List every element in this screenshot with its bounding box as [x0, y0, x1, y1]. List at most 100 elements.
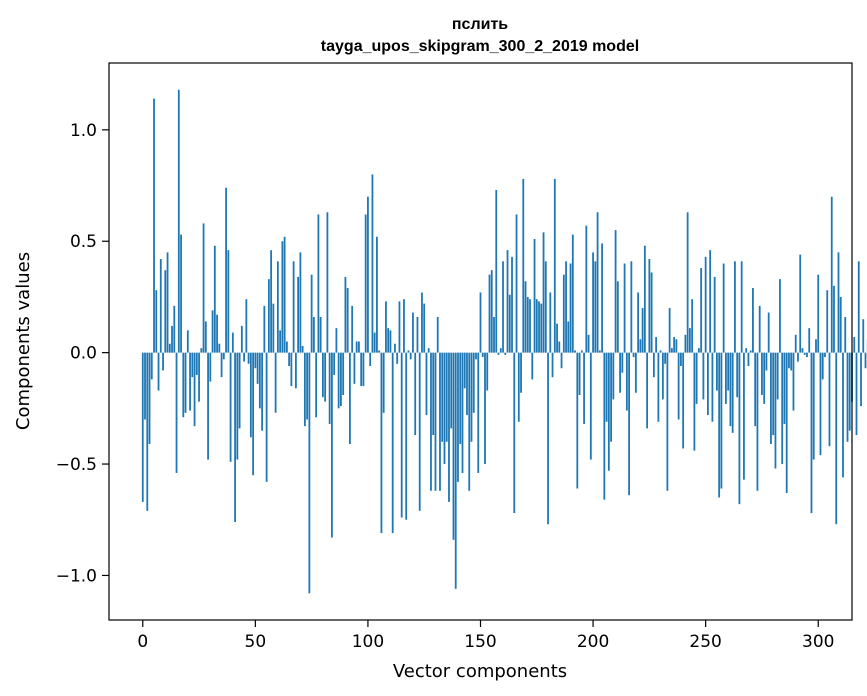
bar-8 [159, 259, 162, 353]
bar-167 [517, 352, 520, 422]
bar-171 [526, 296, 529, 353]
bar-231 [661, 352, 664, 400]
bar-50 [254, 352, 257, 369]
bar-46 [245, 299, 248, 353]
bar-125 [423, 303, 426, 353]
bar-56 [267, 279, 270, 353]
bar-194 [578, 352, 581, 395]
bar-178 [542, 232, 545, 353]
bar-295 [806, 352, 808, 358]
bar-257 [720, 352, 723, 489]
bar-30 [209, 352, 212, 382]
bar-193 [576, 352, 579, 489]
bar-244 [691, 299, 694, 353]
bar-117 [405, 352, 408, 520]
bar-73 [306, 352, 309, 420]
bar-239 [679, 352, 682, 367]
bar-313 [846, 352, 849, 442]
bar-169 [522, 178, 525, 353]
bar-250 [704, 256, 707, 353]
bar-280 [772, 352, 775, 436]
x-tick-label: 150 [464, 632, 496, 652]
bar-317 [855, 352, 858, 436]
bar-318 [857, 261, 860, 353]
bar-274 [758, 305, 761, 353]
bar-148 [475, 352, 477, 360]
bar-129 [432, 352, 435, 436]
bar-307 [833, 285, 835, 353]
bar-11 [166, 252, 169, 353]
bar-17 [180, 234, 182, 353]
bar-182 [551, 352, 554, 378]
bar-7 [157, 352, 160, 391]
bar-203 [598, 350, 601, 353]
bar-18 [182, 352, 185, 418]
bar-153 [486, 352, 489, 391]
bar-137 [450, 352, 453, 429]
y-axis: −1.0 −0.5 0.0 0.5 1.0 [56, 121, 109, 586]
bar-265 [738, 352, 741, 505]
bar-225 [648, 259, 651, 353]
bar-33 [216, 314, 218, 353]
bar-126 [425, 352, 428, 416]
bar-268 [745, 348, 748, 353]
bar-195 [580, 350, 583, 353]
bar-267 [743, 352, 745, 480]
bar-127 [427, 348, 430, 353]
bar-255 [716, 352, 718, 391]
bar-298 [812, 352, 815, 460]
bar-60 [276, 261, 279, 353]
chart-title-line-2: tayga_upos_skipgram_300_2_2019 model [321, 38, 639, 55]
bar-76 [312, 316, 315, 353]
bar-105 [378, 350, 381, 353]
x-tick-label: 200 [577, 632, 609, 652]
bar-288 [790, 352, 793, 371]
y-tick-label: 0.0 [70, 344, 97, 364]
bar-221 [639, 339, 642, 353]
bar-211 [616, 281, 619, 353]
bar-20 [186, 330, 189, 353]
bar-124 [421, 292, 423, 353]
bar-51 [256, 352, 259, 384]
bar-243 [688, 328, 691, 353]
bar-246 [695, 352, 698, 404]
bar-100 [367, 196, 369, 353]
bar-214 [623, 263, 626, 353]
bar-213 [621, 352, 624, 373]
bar-210 [614, 230, 617, 353]
bar-151 [481, 352, 484, 358]
bar-85 [333, 352, 336, 375]
bar-256 [718, 352, 721, 498]
bar-263 [734, 261, 736, 353]
bar-155 [490, 270, 493, 353]
bar-144 [466, 352, 468, 416]
bar-37 [225, 187, 227, 353]
bar-114 [398, 301, 401, 353]
bar-55 [265, 352, 268, 482]
bar-292 [799, 254, 802, 353]
bar-320 [862, 319, 865, 353]
bar-2 [146, 352, 149, 511]
bar-312 [844, 316, 847, 353]
bar-63 [283, 236, 286, 353]
bar-104 [376, 236, 378, 353]
bar-54 [263, 305, 266, 353]
bar-95 [355, 341, 358, 353]
bar-101 [369, 352, 372, 367]
bar-40 [231, 332, 234, 353]
bar-87 [337, 352, 340, 409]
bar-232 [664, 352, 667, 364]
bar-146 [470, 352, 473, 442]
bar-170 [524, 281, 527, 353]
bar-180 [547, 352, 549, 525]
bar-197 [585, 225, 588, 353]
bar-172 [529, 299, 531, 353]
bar-26 [200, 348, 203, 353]
bar-6 [155, 290, 158, 353]
bar-59 [274, 352, 277, 413]
bar-106 [380, 352, 383, 534]
bar-93 [351, 305, 354, 353]
bar-304 [826, 290, 829, 353]
bar-192 [574, 350, 576, 353]
bar-140 [457, 352, 459, 482]
